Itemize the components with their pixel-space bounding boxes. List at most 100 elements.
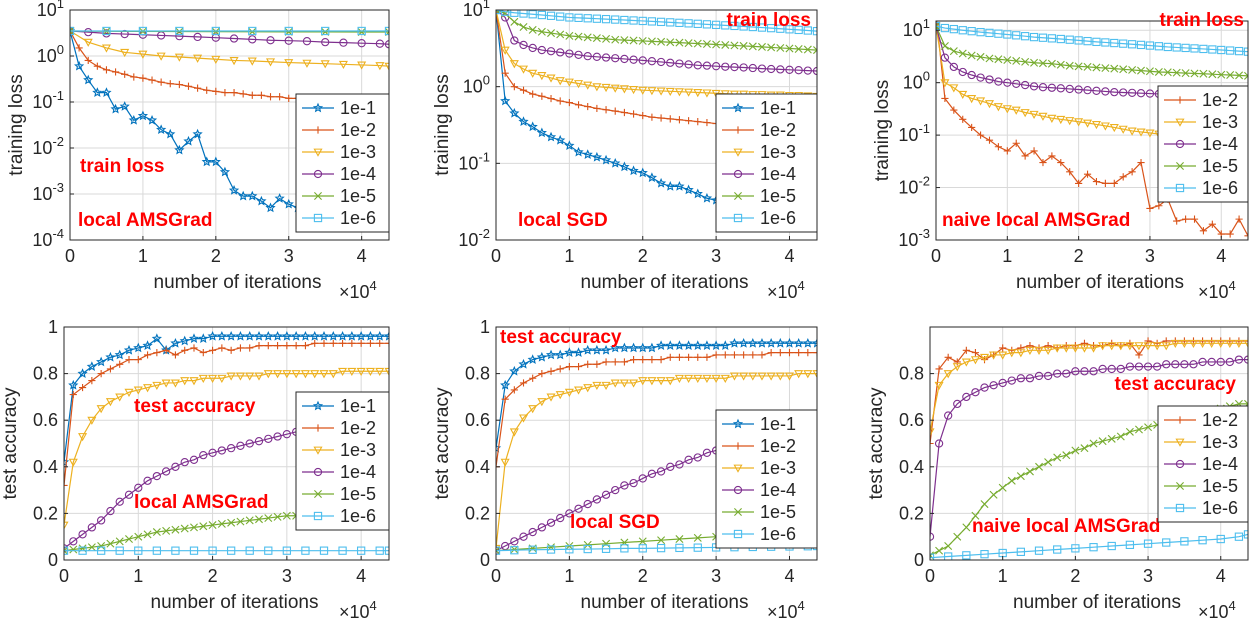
data-point-1e-2: [611, 358, 619, 366]
data-point-1e-4: [953, 399, 962, 409]
data-point-1e-5: [1235, 71, 1244, 80]
data-point-1e-5: [944, 542, 953, 551]
data-point-1e-2: [666, 353, 674, 361]
data-point-1e-4: [1171, 360, 1180, 369]
annotation-label: train loss: [80, 156, 164, 177]
data-point-1e-3: [193, 54, 203, 63]
data-point-1e-6: [1234, 532, 1244, 541]
data-point-1e-3: [1116, 342, 1126, 351]
data-point-1e-2: [639, 111, 647, 120]
data-point-1e-4: [1225, 357, 1234, 367]
series-1e-4: [496, 10, 817, 76]
data-point-1e-3: [1179, 339, 1189, 349]
data-point-1e-3: [365, 367, 375, 377]
legend-label: 1e-1: [340, 98, 376, 118]
x-axis-exponent: ×104: [1198, 278, 1236, 302]
data-point-1e-6: [171, 546, 180, 555]
data-point-1e-5: [666, 38, 675, 47]
data-point-1e-2: [1226, 230, 1234, 238]
data-point-1e-2: [510, 386, 518, 394]
legend-label: 1e-4: [340, 462, 376, 482]
x-tick-label: 1: [133, 566, 143, 586]
x-axis-exponent: ×104: [339, 598, 377, 622]
data-point-1e-5: [565, 31, 574, 40]
x-tick-label: 3: [284, 246, 294, 266]
data-point-1e-3: [1052, 344, 1062, 353]
data-point-1e-6: [638, 16, 647, 26]
data-point-1e-2: [950, 106, 958, 114]
data-point-1e-3: [1125, 342, 1135, 351]
data-point-1e-2: [758, 351, 766, 359]
legend-marker-1e-1: [732, 418, 744, 429]
x-axis-label: number of iterations: [581, 592, 749, 613]
data-point-1e-3: [1083, 119, 1093, 128]
data-point-1e-1: [365, 330, 376, 341]
data-point-1e-6: [226, 546, 236, 555]
data-point-1e-6: [1003, 30, 1012, 39]
data-point-1e-4: [638, 56, 647, 65]
data-point-1e-1: [775, 337, 786, 348]
data-point-1e-6: [1198, 536, 1207, 545]
legend: 1e-11e-21e-31e-41e-51e-6: [715, 409, 818, 549]
data-point-1e-5: [87, 543, 96, 552]
data-point-1e-5: [794, 45, 803, 53]
data-point-1e-1: [238, 190, 249, 201]
data-point-1e-3: [78, 433, 88, 442]
data-point-1e-2: [985, 136, 994, 144]
data-point-1e-3: [794, 370, 804, 379]
legend-marker-1e-5: [1176, 162, 1184, 170]
data-point-1e-6: [1162, 538, 1171, 547]
data-point-1e-3: [970, 356, 980, 365]
data-point-1e-1: [784, 337, 795, 348]
data-point-1e-1: [518, 358, 529, 369]
data-point-1e-3: [766, 372, 776, 381]
data-point-1e-1: [591, 151, 602, 162]
data-point-1e-3: [509, 60, 519, 69]
data-point-1e-3: [729, 372, 739, 381]
data-point-1e-2: [639, 356, 647, 364]
data-point-1e-2: [565, 98, 573, 107]
data-point-1e-3: [152, 381, 162, 390]
data-point-1e-2: [1021, 152, 1029, 160]
data-point-1e-1: [747, 337, 758, 348]
data-point-1e-1: [600, 344, 612, 355]
chart-panel-5: 0 1 2 3 4 0 0.2 0.4 0.6 0.8 1 number of iterations t…: [432, 317, 818, 622]
data-point-1e-1: [165, 128, 176, 139]
data-point-1e-6: [949, 24, 958, 34]
data-point-1e-2: [574, 363, 583, 371]
x-tick-label: 2: [638, 246, 648, 266]
data-point-1e-2: [574, 101, 583, 109]
data-point-1e-3: [674, 374, 684, 383]
data-point-1e-3: [247, 57, 257, 66]
data-point-1e-6: [794, 25, 803, 35]
data-point-1e-4: [1101, 87, 1110, 96]
data-point-1e-4: [1198, 357, 1207, 367]
data-point-1e-3: [537, 72, 547, 81]
y-tick-label: 10-2: [458, 226, 490, 250]
series-line-1e-5: [936, 25, 1248, 77]
data-point-1e-1: [128, 114, 139, 125]
data-point-1e-3: [208, 374, 218, 383]
data-point-1e-6: [940, 23, 950, 33]
data-point-1e-3: [319, 370, 329, 379]
data-point-1e-1: [729, 337, 740, 348]
data-point-1e-2: [999, 344, 1007, 352]
data-point-1e-3: [300, 370, 310, 379]
data-point-1e-1: [210, 156, 221, 167]
data-point-1e-3: [273, 370, 283, 379]
data-point-1e-6: [338, 546, 347, 555]
data-point-1e-6: [766, 23, 776, 33]
data-point-1e-3: [198, 374, 208, 383]
legend-marker-1e-5: [734, 192, 742, 200]
legend-marker-1e-2: [734, 126, 742, 134]
data-point-1e-5: [199, 522, 208, 531]
data-point-1e-3: [156, 52, 166, 61]
data-point-1e-2: [648, 113, 656, 121]
y-tick-label: 101: [903, 16, 930, 40]
legend-marker-1e-5: [314, 490, 322, 498]
data-point-1e-1: [573, 347, 584, 357]
data-point-1e-4: [601, 490, 611, 499]
data-point-1e-3: [338, 60, 348, 70]
data-point-1e-2: [721, 351, 729, 359]
data-point-1e-6: [1016, 547, 1026, 556]
